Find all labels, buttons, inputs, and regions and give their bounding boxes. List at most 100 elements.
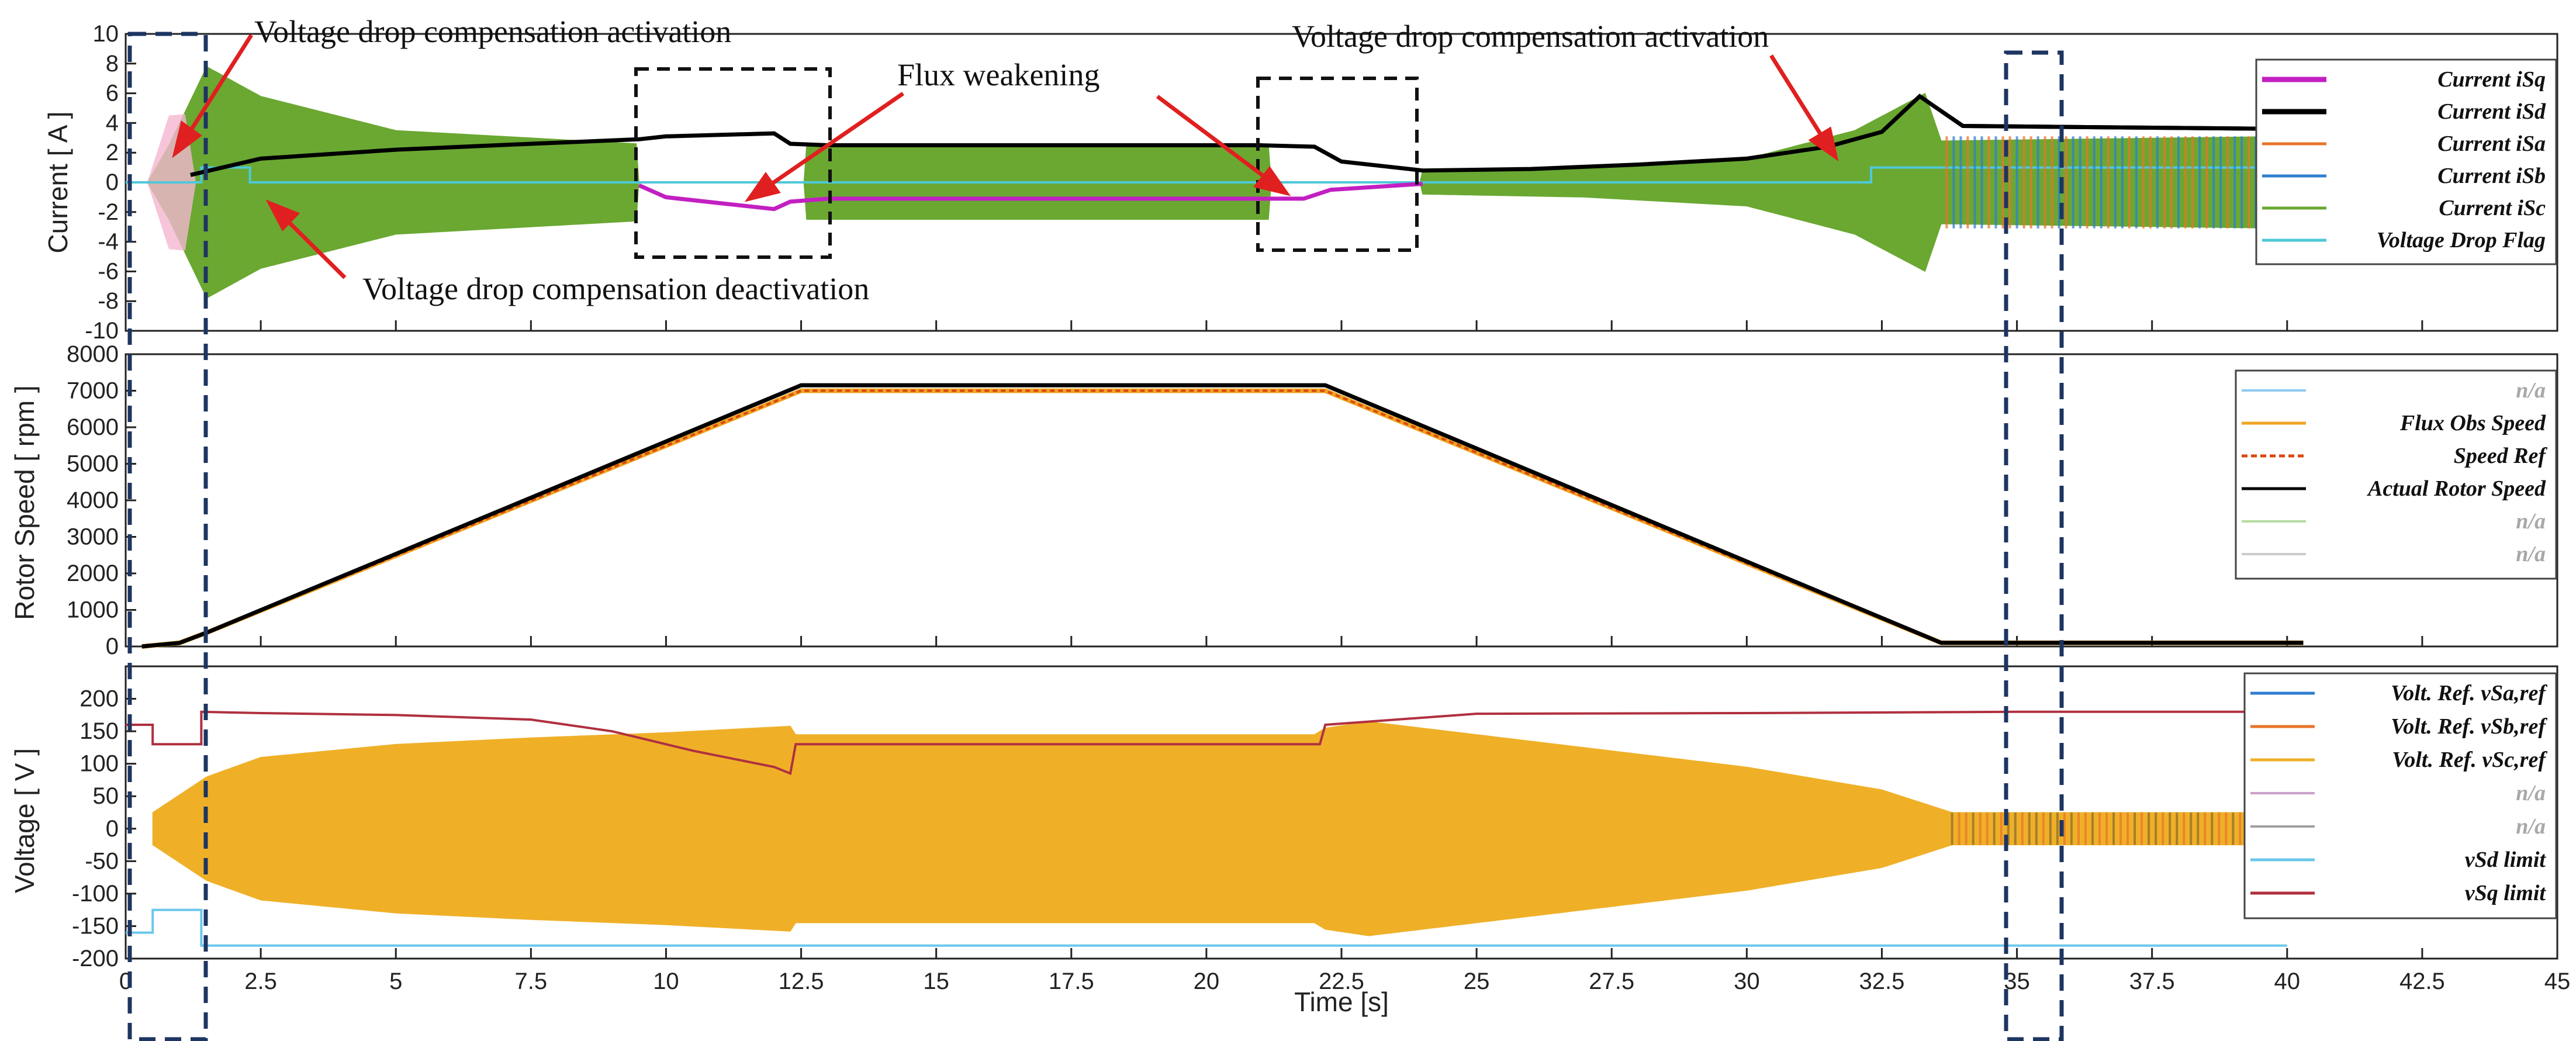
x-tick-label: 30 (1734, 969, 1760, 994)
annotation-flux-weakening: Flux weakening (897, 57, 1099, 92)
y-tick-label: 0 (106, 634, 119, 659)
y-tick-label: 1000 (67, 597, 119, 623)
highlight-box-flux-weakening-1 (634, 67, 832, 259)
x-tick-label: 42.5 (2399, 969, 2445, 994)
annotation-arrows (172, 34, 1839, 279)
panel-speed: 8000 7000 6000 5000 4000 3000 2000 1000 0 Rotor … (9, 341, 2558, 659)
y-tick-label: 8000 (67, 341, 119, 367)
legend-label: n/a (2516, 814, 2546, 839)
arrow-flux-weakening-left (767, 92, 904, 188)
arrowhead-activation-right (1808, 126, 1839, 161)
legend-label: Current iSa (2437, 132, 2546, 156)
legend-label: Flux Obs Speed (2399, 411, 2546, 435)
y-tick-label: 7000 (67, 378, 119, 404)
annotation-activation-left: Voltage drop compensation activation (254, 14, 731, 49)
y-tick-label: 50 (93, 783, 119, 809)
x-tick-label: 17.5 (1049, 969, 1094, 994)
arrowhead-flux-weakening-right (1253, 166, 1291, 196)
series-iSd (190, 94, 2287, 177)
arrow-activation-left (186, 34, 253, 136)
x-tick-label: 12.5 (779, 969, 824, 994)
x-tick-label: 15 (923, 969, 949, 994)
y-tick-label: -50 (85, 848, 119, 874)
legend-box (2235, 369, 2557, 580)
y-tick-label: -10 (85, 318, 119, 344)
y-tick-label: 8 (106, 51, 119, 77)
legend-label: Current iSd (2437, 99, 2546, 124)
annotation-activation-right: Voltage drop compensation activation (1292, 19, 1769, 54)
y-tick-label: 4 (106, 110, 119, 136)
y-axis-label-voltage: Voltage [ V ] (9, 748, 40, 893)
y-tick-label: 2000 (67, 561, 119, 586)
annotations: Voltage drop compensation activation Vol… (172, 14, 1839, 306)
x-tick-label: 40 (2274, 969, 2301, 994)
y-tick-label: -4 (98, 229, 119, 255)
legend-box (2243, 672, 2557, 919)
y-tick-label: 2 (106, 140, 119, 165)
y-tick-label: 150 (79, 718, 119, 744)
y-tick-label: -8 (98, 288, 119, 314)
y-axis-label-speed: Rotor Speed [ rpm ] (9, 385, 40, 620)
arrow-activation-right (1769, 54, 1824, 139)
x-tick-label: 35 (2004, 969, 2030, 994)
legend-label: vSq limit (2465, 881, 2547, 905)
panel-current: 10 8 6 4 2 0 -2 -4 -6 -8 -10 Current [ A ] Current… (43, 21, 2558, 344)
legend-label: vSd limit (2465, 848, 2547, 872)
x-tick-label: 27.5 (1589, 969, 1634, 994)
x-tick-label: 20 (1194, 969, 1220, 994)
highlight-box-end (2004, 50, 2064, 1041)
x-tick-label: 10 (653, 969, 679, 994)
x-tick-label: 45 (2544, 969, 2571, 994)
legend-label: Current iSc (2439, 196, 2546, 220)
x-tick-label: 2.5 (244, 969, 277, 994)
legend-label: Speed Ref (2454, 444, 2548, 468)
legend-label: n/a (2516, 509, 2546, 534)
x-tick-label: 32.5 (1859, 969, 1905, 994)
series-vSq-limit (126, 710, 2287, 776)
y-tick-label: 100 (79, 751, 119, 777)
y-tick-label: 0 (106, 170, 119, 195)
legend-label: n/a (2516, 781, 2546, 805)
series-vSd-limit (126, 908, 2287, 947)
legend-label: Volt. Ref. vSb,ref (2391, 714, 2547, 739)
highlight-boxes (127, 32, 2064, 1041)
x-tick-label: 22.5 (1319, 969, 1364, 994)
x-tick-label: 5 (389, 969, 402, 994)
series-voltage-drop-flag (126, 166, 2287, 184)
legend-label: n/a (2516, 542, 2546, 566)
legend-label: Current iSb (2437, 164, 2546, 188)
y-tick-label: -200 (72, 946, 119, 971)
y-tick-label: -6 (98, 258, 119, 284)
legend-box (2255, 58, 2557, 265)
x-tick-label: 25 (1464, 969, 1490, 994)
y-axis-label-current: Current [ A ] (43, 112, 73, 254)
x-tick-label: 37.5 (2129, 969, 2175, 994)
arrowhead-flux-weakening-left (744, 171, 781, 202)
y-tick-label: 200 (79, 686, 119, 712)
arrow-flux-weakening-right (1156, 95, 1269, 181)
legend-label: n/a (2516, 378, 2546, 403)
legend-label: Volt. Ref. vSa,ref (2391, 681, 2547, 705)
y-tick-label: 4000 (67, 487, 119, 513)
y-tick-label: 6000 (67, 414, 119, 440)
legend-label: Volt. Ref. vSc,ref (2392, 748, 2547, 772)
annotation-deactivation: Voltage drop compensation deactivation (362, 271, 869, 306)
arrow-deactivation (286, 219, 347, 279)
y-tick-label: 10 (93, 21, 119, 47)
legend-label: Voltage Drop Flag (2377, 228, 2546, 253)
series-iSd-tail (1940, 109, 2287, 132)
series-iSq (638, 182, 1423, 212)
y-tick-label: -2 (98, 199, 119, 225)
y-tick-label: 6 (106, 81, 119, 106)
y-tick-label: -100 (72, 881, 119, 907)
arrowhead-activation-left (172, 120, 202, 158)
highlight-box-start (127, 32, 208, 1041)
y-tick-label: 0 (106, 816, 119, 842)
series-actual-rotor-speed (141, 383, 2304, 649)
y-tick-label: 3000 (67, 524, 119, 550)
legend-label: Current iSq (2437, 67, 2546, 92)
arrowhead-deactivation (265, 199, 300, 231)
highlight-box-flux-weakening-2 (1256, 77, 1419, 252)
